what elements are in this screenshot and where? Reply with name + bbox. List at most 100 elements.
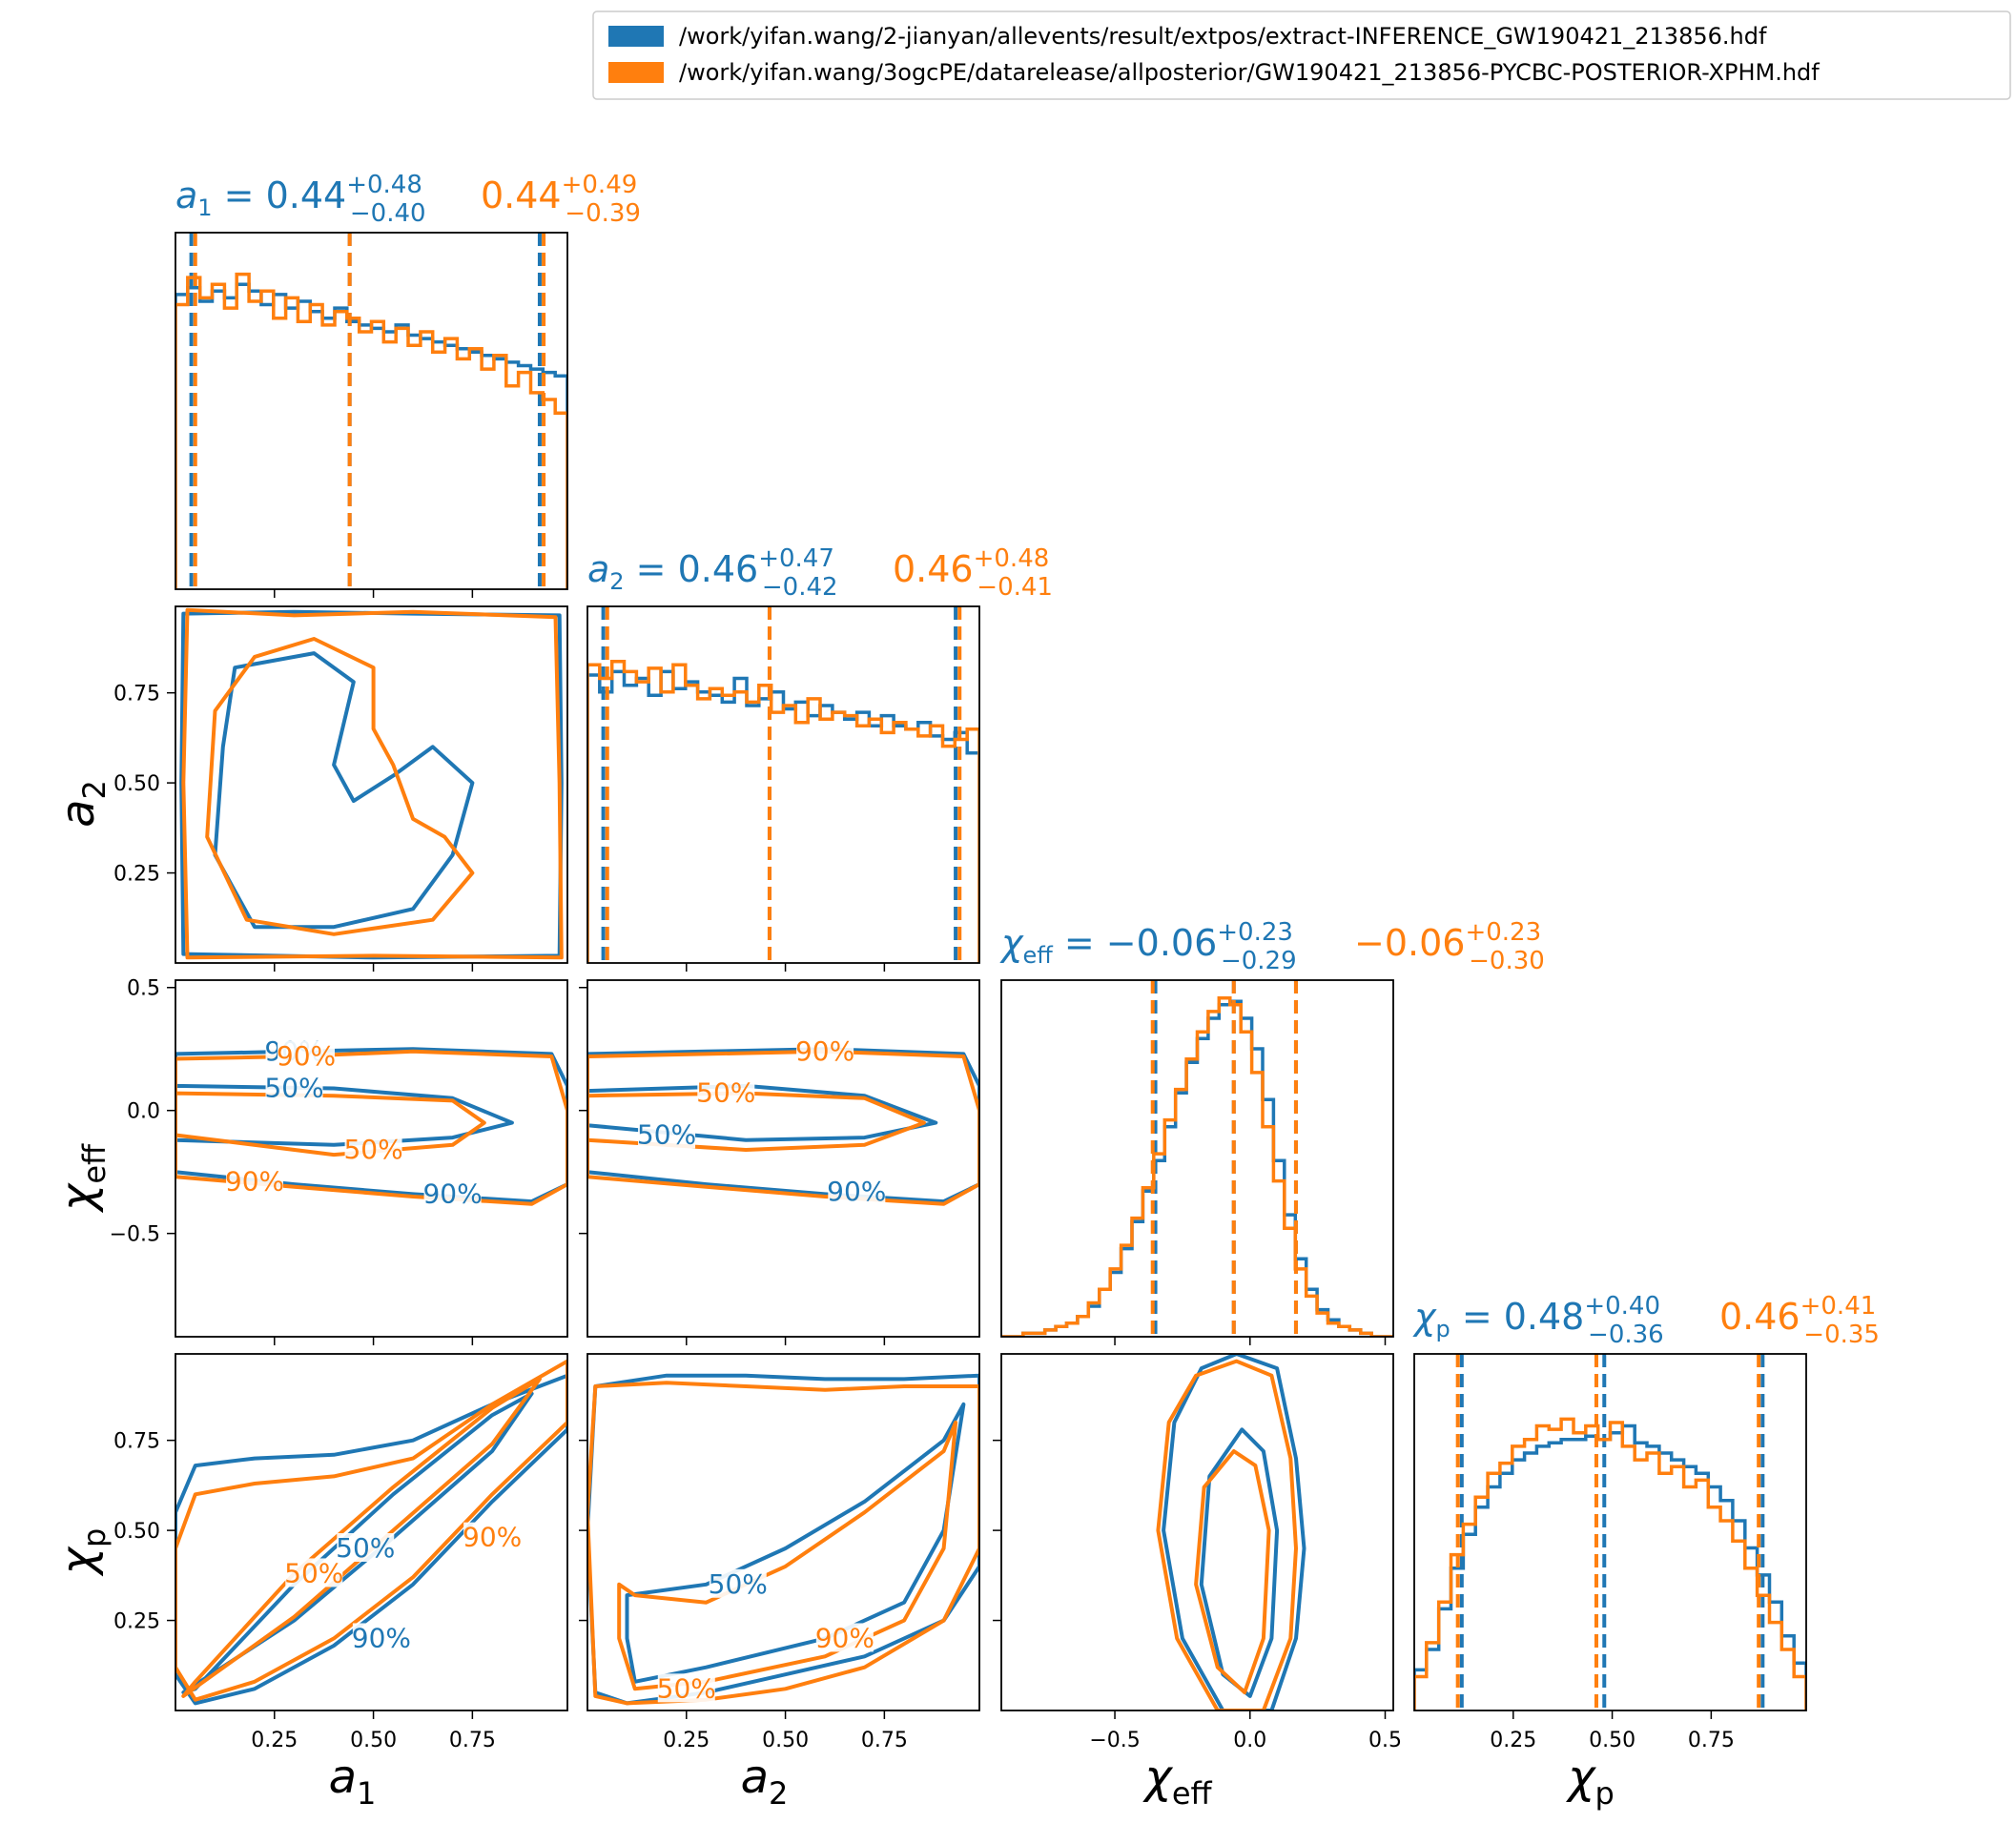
y-tick-label: 0.25 [113,863,160,887]
contour-label: 90% [277,1040,336,1072]
contour-label: 50% [696,1077,755,1109]
panel-frame [586,1353,980,1711]
x-tick-label: 0.75 [1688,1729,1735,1752]
panel-chi_eff-a1: −0.5 0.0 0.5 [110,977,568,1345]
contour-label-bg [796,1035,854,1065]
corner-panels: a1 = 0.44+0.48 −0.40 0.44+0.49 −0.390.250.5… [51,171,1880,1812]
legend: /work/yifan.wang/2-jianyan/allevents/res… [592,10,2011,100]
panel-title-blue: a1 = 0.44+0.48 −0.40 [175,171,426,228]
contour-label-bg [815,1623,874,1652]
title-symbol: χ [1412,1296,1437,1338]
contour-label-text: 50% [657,1672,716,1704]
panel-frame [1000,1353,1394,1711]
title-plus: +0.40 [1584,1292,1660,1321]
contour-label: 50% [709,1568,768,1600]
contour-label: 50% [657,1672,716,1704]
x-tick-label: 0.0 [1233,1729,1266,1752]
x-tick-label: 0.75 [861,1729,908,1752]
title-minus: −0.35 [1803,1321,1880,1349]
hist-step-blue [587,669,979,963]
x-axis-label-chi_eff: χeff [1142,1751,1212,1812]
panel-title-orange: 0.44+0.49 −0.39 [481,171,641,228]
x-tick-label: 0.50 [350,1729,397,1752]
axis-symbol: a [741,1751,769,1804]
contour-orange-90 [1156,1359,1298,1710]
panel-content [587,1373,979,1706]
contour-label-bg [423,1178,482,1208]
title-plus: +0.48 [346,171,422,199]
contour-label-text: 50% [264,1072,323,1103]
contour-label-text: 90% [352,1622,411,1653]
panel-frame [1000,979,1394,1338]
title-minus: −0.30 [1469,947,1545,975]
axis-symbol: χ [1565,1751,1596,1804]
contour-blue-90 [175,1373,567,1706]
contour-label: 90% [225,1166,284,1198]
title-minus: −0.29 [1221,947,1297,975]
panel-content [179,607,564,960]
axis-symbol: a [51,799,105,827]
title-minus: −0.41 [977,573,1053,602]
contour-label: 50% [264,1072,323,1103]
panel-content [175,233,567,589]
contour-label-text: 90% [277,1040,336,1072]
y-tick-label: −0.5 [110,1223,160,1247]
contour-label-bg [828,1176,886,1205]
legend-entry: /work/yifan.wang/3ogcPE/datarelease/allp… [679,59,1820,86]
panel-title-blue: a2 = 0.46+0.47 −0.42 [587,544,838,602]
panel-title-orange: 0.46+0.48 −0.41 [893,544,1053,602]
title-minus: −0.40 [350,199,426,228]
hist-step-orange [1414,1417,1806,1710]
title-symbol: a [587,548,609,590]
y-tick-label: 0.50 [113,1520,160,1544]
contour-blue-90 [1162,1354,1306,1710]
contour-label-text: 50% [284,1557,343,1588]
title-subscript: eff [1023,942,1054,969]
contour-label-bg [463,1522,522,1551]
contour-blue-50 [175,1083,514,1147]
contour-label-bg [697,1077,755,1107]
title-median: = −0.06 [1053,922,1217,964]
panel-frame [586,979,980,1338]
panel-chi_p-chi_eff: −0.5 0.0 0.5 [993,1353,1402,1752]
contour-label-text: 90% [827,1176,886,1207]
contour-label-text: 90% [225,1166,284,1198]
contour-orange-50 [181,1377,542,1698]
title-median: 0.46 [1719,1296,1800,1338]
contour-label: 50% [336,1532,395,1564]
panel-frame [175,1353,568,1711]
panel-content [587,1047,979,1206]
title-plus: +0.48 [974,544,1050,573]
panel-frame [586,605,980,964]
contour-blue-90 [587,1047,979,1204]
contour-label-bg [352,1623,410,1652]
legend-swatch-blue [608,26,664,47]
y-tick-label: 0.5 [127,977,160,1001]
axis-symbol: a [329,1751,357,1804]
contour-orange-50 [587,1091,926,1152]
y-tick-label: 0.75 [113,683,160,707]
contour-blue-90 [587,1373,979,1706]
title-subscript: 2 [609,568,624,595]
y-tick-label: 0.0 [127,1100,160,1124]
contour-label: 50% [284,1557,343,1588]
panel-chi_eff-chi_eff: χeff = −0.06+0.23 −0.29 −0.06+0.23 −0.30 [999,918,1545,1345]
contour-label: 50% [637,1118,696,1150]
axis-subscript: eff [1172,1775,1213,1812]
title-median: = 0.44 [213,174,347,216]
panel-frame [175,979,568,1338]
hist-step-orange [1001,995,1393,1337]
contour-orange-90 [181,607,564,960]
title-subscript: 1 [197,195,212,221]
x-tick-label: 0.50 [1589,1729,1635,1752]
legend-swatch-orange [608,62,664,83]
axis-subscript: 1 [357,1775,376,1812]
y-tick-label: 0.50 [113,772,160,796]
panel-title-orange: 0.46+0.41 −0.35 [1719,1292,1880,1349]
axis-symbol: χ [1142,1751,1173,1804]
contour-label-text: 90% [815,1622,874,1653]
title-plus: +0.23 [1465,918,1541,947]
title-plus: +0.23 [1217,918,1293,947]
y-tick-label: 0.25 [113,1610,160,1634]
